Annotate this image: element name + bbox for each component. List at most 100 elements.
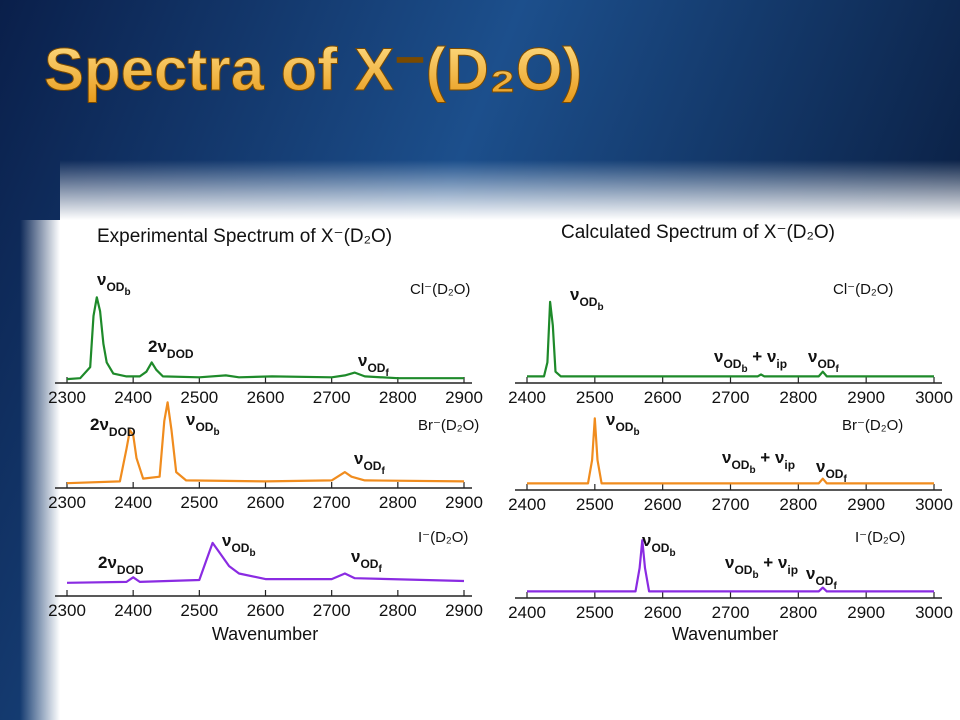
x-tick-label: 2400 bbox=[114, 493, 152, 512]
annotation-part: b bbox=[213, 427, 219, 438]
spectrum-line bbox=[66, 401, 465, 485]
peak-annotation: νODb bbox=[642, 531, 676, 559]
spectrum-chart: 2400 2500 2600 2700 2800 2900 3000 I⁻(D₂O) Waven… bbox=[508, 529, 953, 644]
x-tick-label: 2400 bbox=[508, 388, 546, 407]
x-axis-label: Wavenumber bbox=[672, 624, 778, 644]
annotation-part: DOD bbox=[167, 347, 194, 361]
annotation-part: OD bbox=[651, 541, 669, 555]
x-tick-label: 2800 bbox=[779, 603, 817, 622]
peak-annotation: νODb + νip bbox=[714, 347, 787, 375]
x-tick-label: 2600 bbox=[644, 388, 682, 407]
peak-annotation: νODf bbox=[354, 449, 385, 477]
x-tick-label: 2900 bbox=[847, 495, 885, 514]
x-tick-label: 3000 bbox=[915, 495, 953, 514]
x-tick-label: 2500 bbox=[180, 388, 218, 407]
species-label: Br⁻(D₂O) bbox=[842, 417, 903, 434]
peak-annotation: νODb + νip bbox=[725, 553, 798, 581]
annotation-part: ν bbox=[186, 410, 195, 429]
annotation-part: DOD bbox=[117, 563, 144, 577]
annotation-part: OD bbox=[815, 574, 833, 588]
x-tick-label: 3000 bbox=[915, 603, 953, 622]
x-tick-label: 2800 bbox=[779, 388, 817, 407]
annotation-part: OD bbox=[363, 459, 381, 473]
annotation-part: OD bbox=[231, 541, 249, 555]
annotation-part: ν bbox=[808, 347, 817, 366]
annotation-part: f bbox=[385, 368, 389, 379]
x-tick-label: 2500 bbox=[576, 603, 614, 622]
annotation-part: ν bbox=[816, 457, 825, 476]
peak-annotation: νODb bbox=[97, 270, 131, 298]
annotation-part: + ν bbox=[756, 448, 785, 467]
spectrum-line bbox=[527, 417, 934, 485]
x-tick-label: 2800 bbox=[379, 388, 417, 407]
annotation-part: ip bbox=[784, 458, 795, 472]
charts: 2300 2400 2500 2600 2700 2800 2900Cl⁻(D₂O)νODb… bbox=[48, 270, 953, 644]
annotation-part: + ν bbox=[759, 553, 788, 572]
annotation-part: + ν bbox=[748, 347, 777, 366]
spectrum-chart: 2400 2500 2600 2700 2800 2900 3000Cl⁻(D₂O)νODb… bbox=[508, 281, 953, 407]
panel-heading: Experimental Spectrum of X⁻(D₂O) bbox=[97, 226, 392, 247]
annotation-part: ν bbox=[714, 347, 723, 366]
annotation-part: ν bbox=[725, 553, 734, 572]
annotation-part: ν bbox=[358, 351, 367, 370]
spectrum-chart: 2300 2400 2500 2600 2700 2800 2900Cl⁻(D₂O)νODb… bbox=[48, 270, 483, 407]
annotation-part: ν bbox=[351, 547, 360, 566]
annotation-part: b bbox=[597, 302, 603, 313]
annotation-part: b bbox=[749, 465, 755, 476]
x-tick-label: 2400 bbox=[508, 495, 546, 514]
annotation-part: b bbox=[752, 570, 758, 581]
x-tick-label: 2800 bbox=[779, 495, 817, 514]
x-tick-label: 2600 bbox=[247, 388, 285, 407]
spectrum-chart: 2300 2400 2500 2600 2700 2800 2900 Br⁻(D₂O) 2νDO… bbox=[48, 401, 483, 512]
annotation-part: OD bbox=[615, 420, 633, 434]
x-tick-label: 2900 bbox=[847, 603, 885, 622]
x-tick-label: 2600 bbox=[247, 493, 285, 512]
annotation-part: 2ν bbox=[90, 415, 109, 434]
peak-annotation: νODb bbox=[186, 410, 220, 438]
annotation-part: ν bbox=[222, 531, 231, 550]
annotation-part: b bbox=[249, 548, 255, 559]
x-tick-label: 2500 bbox=[576, 495, 614, 514]
annotation-part: f bbox=[381, 466, 385, 477]
panel-fade bbox=[60, 160, 960, 220]
panel bbox=[60, 220, 960, 720]
species-label: Cl⁻(D₂O) bbox=[410, 281, 470, 298]
peak-annotation: 2νDOD bbox=[148, 337, 194, 361]
annotation-part: OD bbox=[106, 280, 124, 294]
annotation-part: b bbox=[669, 548, 675, 559]
x-tick-label: 2600 bbox=[644, 603, 682, 622]
annotation-part: 2ν bbox=[148, 337, 167, 356]
x-tick-label: 2400 bbox=[114, 601, 152, 620]
x-tick-label: 2400 bbox=[114, 388, 152, 407]
species-label: I⁻(D₂O) bbox=[418, 529, 468, 546]
annotation-part: f bbox=[378, 564, 382, 575]
x-tick-label: 2700 bbox=[712, 388, 750, 407]
x-tick-label: 2700 bbox=[712, 603, 750, 622]
x-tick-label: 2300 bbox=[48, 493, 86, 512]
annotation-part: b bbox=[741, 364, 747, 375]
x-axis-label: Wavenumber bbox=[212, 624, 318, 644]
annotation-part: OD bbox=[825, 467, 843, 481]
peak-annotation: νODf bbox=[816, 457, 847, 485]
peak-annotation: νODb bbox=[606, 410, 640, 438]
annotation-part: OD bbox=[817, 357, 835, 371]
annotation-part: OD bbox=[734, 563, 752, 577]
x-tick-label: 2400 bbox=[508, 603, 546, 622]
x-tick-label: 2700 bbox=[313, 388, 351, 407]
panel-fade bbox=[20, 220, 60, 720]
annotation-part: ν bbox=[354, 449, 363, 468]
x-tick-label: 2800 bbox=[379, 601, 417, 620]
species-label: Br⁻(D₂O) bbox=[418, 417, 479, 434]
x-tick-label: 3000 bbox=[915, 388, 953, 407]
x-tick-label: 2900 bbox=[445, 601, 483, 620]
annotation-part: ν bbox=[806, 564, 815, 583]
spectrum-chart: 2300 2400 2500 2600 2700 2800 2900 I⁻(D₂O) Waven… bbox=[48, 529, 483, 644]
peak-annotation: νODf bbox=[806, 564, 837, 592]
spectrum-line bbox=[66, 296, 464, 381]
annotation-part: ν bbox=[570, 285, 579, 304]
x-tick-label: 2300 bbox=[48, 601, 86, 620]
annotation-part: ν bbox=[722, 448, 731, 467]
x-tick-label: 2800 bbox=[379, 493, 417, 512]
annotation-part: OD bbox=[360, 557, 378, 571]
